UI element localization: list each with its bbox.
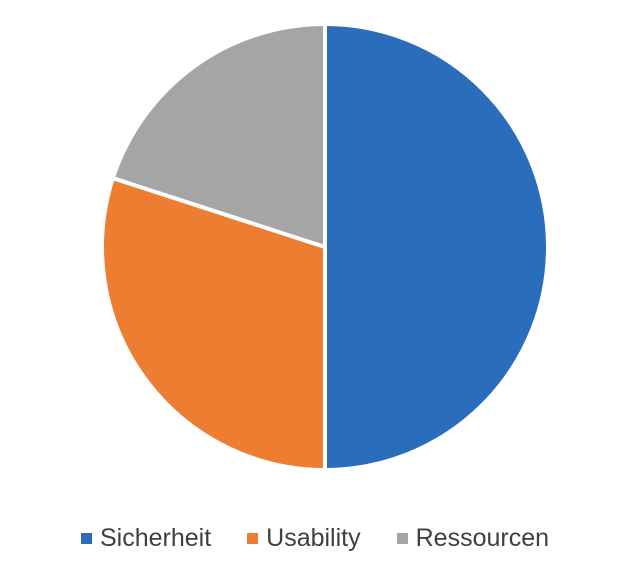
- legend-swatch-sicherheit: [80, 532, 92, 544]
- legend-item-ressourcen: Ressourcen: [396, 523, 550, 552]
- pie-slice-sicherheit: [323, 22, 550, 472]
- pie-slice-usability: [100, 176, 327, 472]
- legend: Sicherheit Usability Ressourcen: [0, 518, 630, 558]
- legend-label-ressourcen: Ressourcen: [415, 523, 550, 552]
- legend-swatch-usability: [247, 532, 259, 544]
- legend-label-sicherheit: Sicherheit: [99, 523, 212, 552]
- legend-label-usability: Usability: [266, 523, 361, 552]
- legend-item-usability: Usability: [247, 523, 361, 552]
- pie-slice-ressourcen: [110, 22, 327, 249]
- legend-swatch-ressourcen: [396, 532, 408, 544]
- legend-item-sicherheit: Sicherheit: [80, 523, 212, 552]
